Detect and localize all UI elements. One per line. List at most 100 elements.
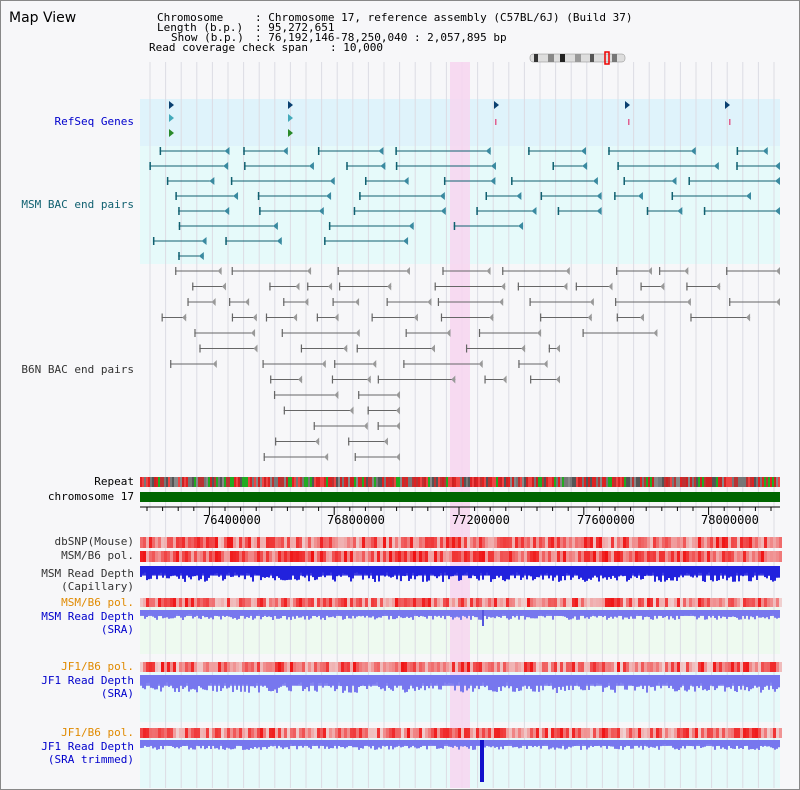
- track-msm-read-depth-sra[interactable]: MSM Read Depth: [41, 610, 134, 623]
- b6n-bac-end: [653, 329, 658, 337]
- track-msm-b6-pol-sra[interactable]: MSM/B6 pol.: [61, 596, 134, 609]
- repeat-segment: [436, 477, 438, 487]
- depth-bar: [570, 740, 572, 748]
- ideogram-band: [560, 54, 565, 62]
- heat-cell: [350, 728, 353, 738]
- depth-bar: [638, 566, 640, 574]
- depth-bar: [756, 610, 758, 616]
- track-jf1-b6-pol-trimmed[interactable]: JF1/B6 pol.: [61, 726, 134, 739]
- heat-cell: [272, 537, 275, 548]
- repeat-segment: [580, 477, 582, 487]
- depth-bar: [614, 675, 616, 693]
- heat-cell: [503, 537, 506, 548]
- repeat-segment: [464, 477, 466, 487]
- heat-cell: [500, 537, 503, 548]
- track-dbsnp[interactable]: dbSNP(Mouse): [54, 535, 134, 548]
- heat-cell: [620, 728, 623, 738]
- depth-bar: [406, 566, 408, 573]
- depth-bar: [166, 566, 168, 579]
- msm-bac-end: [557, 207, 560, 215]
- depth-bar: [694, 610, 696, 617]
- heat-cell: [203, 728, 206, 738]
- repeat-segment: [424, 477, 426, 487]
- heat-cell: [545, 598, 548, 607]
- track-msm-read-depth-capillary[interactable]: MSM Read Depth: [41, 567, 134, 580]
- heat-cell: [293, 537, 296, 548]
- heat-cell: [773, 598, 776, 607]
- depth-bar: [324, 675, 326, 684]
- heat-cell: [494, 598, 497, 607]
- depth-bar: [526, 566, 528, 580]
- depth-bar: [772, 675, 774, 690]
- heat-cell: [389, 662, 392, 672]
- heat-cell: [749, 662, 752, 672]
- heat-cell: [644, 598, 647, 607]
- depth-bar: [256, 740, 258, 749]
- depth-bar: [192, 675, 194, 689]
- depth-bar: [742, 566, 744, 577]
- depth-bar: [522, 740, 524, 745]
- heat-cell: [671, 598, 674, 607]
- heat-cell: [194, 551, 197, 562]
- depth-bar: [680, 675, 682, 688]
- depth-bar: [170, 740, 172, 747]
- depth-bar: [672, 675, 674, 689]
- depth-bar: [336, 566, 338, 577]
- depth-bar: [170, 566, 172, 577]
- heat-cell: [656, 598, 659, 607]
- msm-bac-end: [703, 207, 706, 215]
- track-b6n-bac-end-pairs[interactable]: B6N BAC end pairs: [21, 363, 134, 376]
- depth-bar: [448, 675, 450, 683]
- heat-cell: [710, 551, 713, 562]
- heat-cell: [374, 598, 377, 607]
- depth-bar: [206, 566, 208, 581]
- depth-bar: [210, 740, 212, 749]
- depth-bar: [666, 566, 668, 581]
- heat-cell: [434, 728, 437, 738]
- depth-bar: [294, 675, 296, 686]
- track-msm-b6-pol[interactable]: MSM/B6 pol.: [61, 549, 134, 562]
- heat-cell: [626, 728, 629, 738]
- depth-bar: [738, 566, 740, 582]
- depth-bar: [228, 675, 230, 688]
- depth-bar: [754, 566, 756, 573]
- depth-bar: [418, 610, 420, 618]
- track-msm-bac-end-pairs[interactable]: MSM BAC end pairs: [21, 198, 134, 211]
- depth-bar: [416, 675, 418, 687]
- repeat-segment: [316, 477, 318, 487]
- heat-cell: [626, 537, 629, 548]
- depth-bar: [582, 675, 584, 691]
- heat-cell: [170, 598, 173, 607]
- track-jf1-b6-pol[interactable]: JF1/B6 pol.: [61, 660, 134, 673]
- heat-cell: [347, 728, 350, 738]
- track-jf1-read-depth-trimmed[interactable]: JF1 Read Depth: [41, 740, 134, 753]
- track-refseq-genes[interactable]: RefSeq Genes: [54, 115, 134, 128]
- heat-cell: [602, 537, 605, 548]
- heat-cell: [140, 728, 143, 738]
- heat-cell: [290, 551, 293, 562]
- repeat-segment: [312, 477, 314, 487]
- heat-cell: [650, 598, 653, 607]
- depth-bar: [754, 740, 756, 750]
- heat-cell: [275, 662, 278, 672]
- depth-bar: [716, 675, 718, 689]
- heat-cell: [215, 728, 218, 738]
- heat-cell: [704, 662, 707, 672]
- depth-bar: [182, 740, 184, 746]
- depth-bar: [474, 675, 476, 689]
- track-jf1-read-depth-sra[interactable]: JF1 Read Depth: [41, 674, 134, 687]
- depth-bar: [760, 610, 762, 618]
- depth-bar: [232, 675, 234, 693]
- depth-bar: [272, 740, 274, 747]
- depth-bar: [146, 675, 148, 683]
- heat-cell: [278, 551, 281, 562]
- heat-cell: [248, 728, 251, 738]
- b6n-bac-end: [608, 282, 613, 291]
- depth-bar: [614, 610, 616, 617]
- depth-bar: [696, 566, 698, 578]
- heat-cell: [482, 598, 485, 607]
- repeat-segment: [774, 477, 776, 487]
- depth-bar: [522, 675, 524, 687]
- depth-bar: [236, 610, 238, 620]
